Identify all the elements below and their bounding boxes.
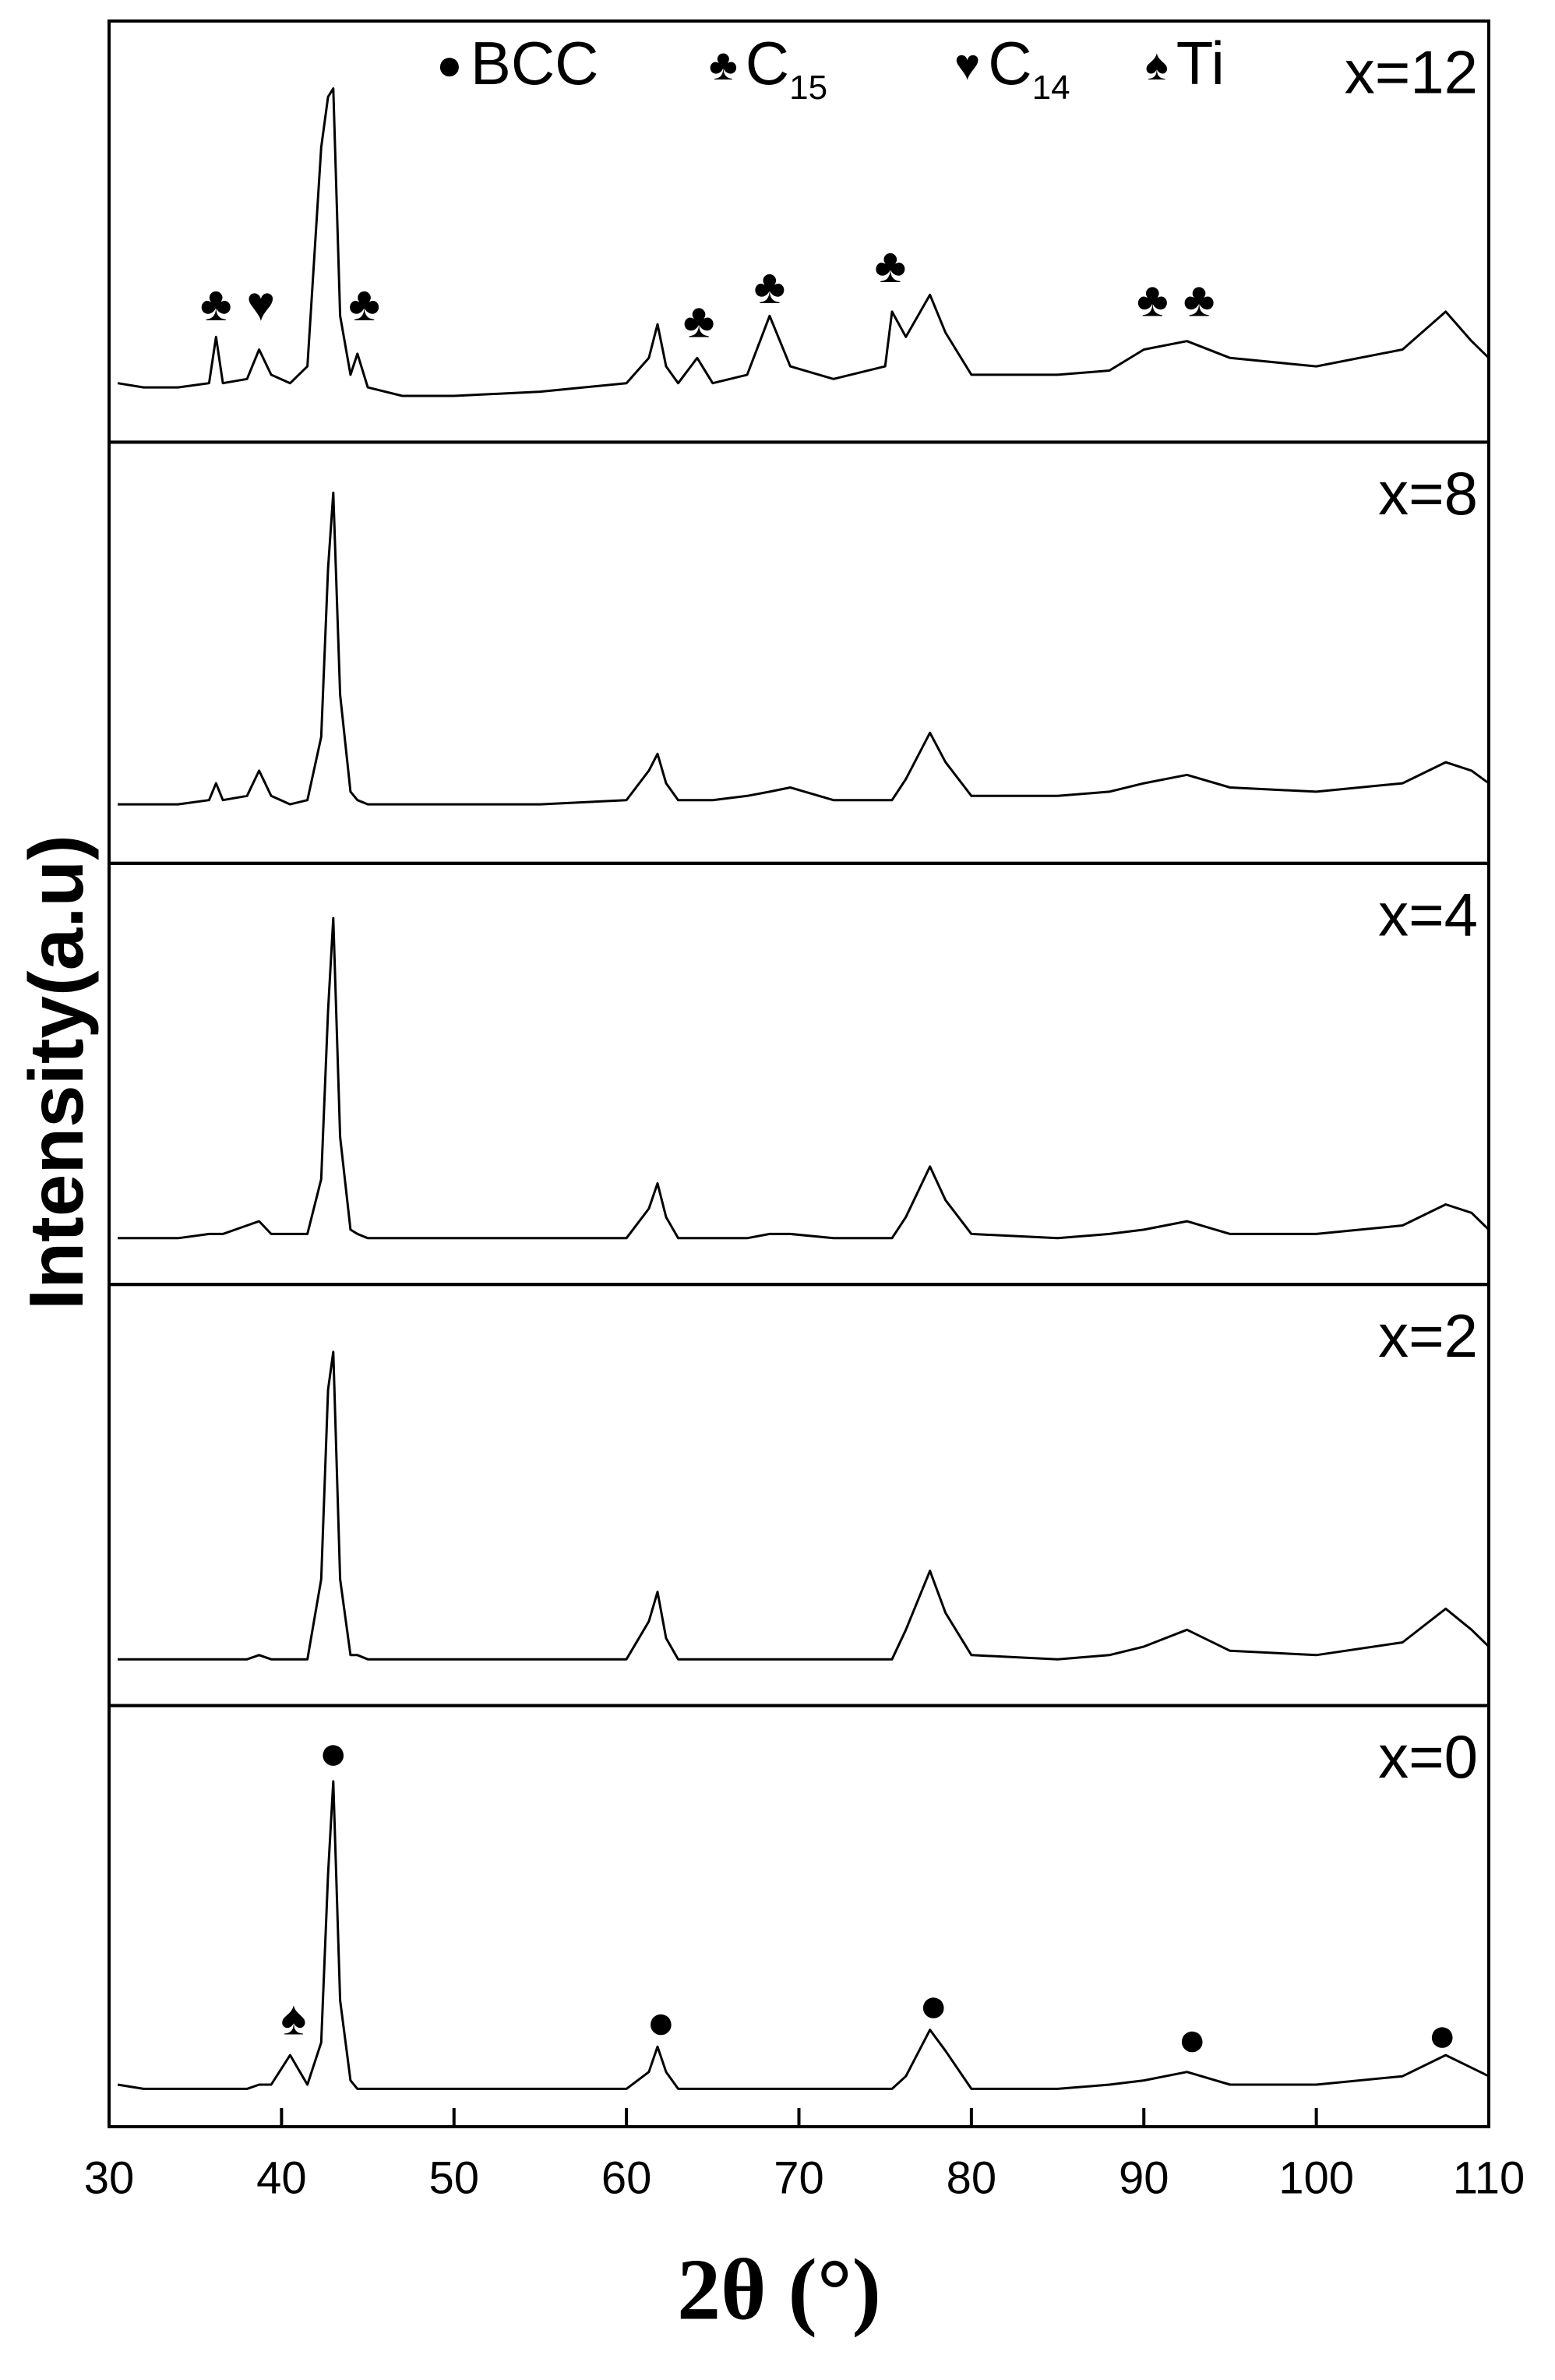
x-tick-label: 100 bbox=[1278, 2152, 1354, 2203]
panel-label: x=12 bbox=[1345, 38, 1478, 107]
legend-label: Ti bbox=[1176, 29, 1225, 97]
peak-marker: ♣ bbox=[200, 277, 232, 331]
x-tick-label: 80 bbox=[947, 2152, 997, 2203]
x-tick-label: 70 bbox=[774, 2152, 824, 2203]
panel-frame bbox=[108, 1283, 1490, 1707]
x-axis-label: 2θ (°) bbox=[677, 2242, 881, 2339]
legend-symbol: ♣ bbox=[709, 40, 738, 89]
panel-label: x=2 bbox=[1378, 1301, 1478, 1370]
panel-label: x=8 bbox=[1378, 459, 1478, 528]
peak-marker: ♣ bbox=[348, 277, 380, 331]
legend: ● BCC ♣ C15 ♥ C14 ♠ Ti bbox=[436, 29, 1225, 107]
peak-marker: ♣ bbox=[754, 260, 786, 314]
peak-marker: ♣ bbox=[874, 239, 906, 293]
peak-marker: ● bbox=[647, 1996, 675, 2050]
panel-label: x=0 bbox=[1378, 1722, 1478, 1791]
legend-symbol: ♠ bbox=[1145, 40, 1169, 89]
legend-entry: ♠ Ti bbox=[1145, 29, 1225, 97]
legend-symbol: ● bbox=[436, 40, 463, 89]
peak-marker: ● bbox=[1178, 2012, 1207, 2066]
legend-entry: ● BCC bbox=[436, 29, 599, 97]
x-tick-label: 60 bbox=[601, 2152, 652, 2203]
x-tick-label: 40 bbox=[256, 2152, 307, 2203]
legend-label: C bbox=[988, 29, 1031, 97]
peak-marker: ♠ bbox=[280, 1991, 306, 2045]
xrd-line bbox=[117, 87, 1490, 397]
xrd-line bbox=[118, 916, 1490, 1240]
legend-label: BCC bbox=[471, 29, 599, 97]
y-axis-label: Intensity(a.u) bbox=[13, 835, 99, 1310]
x-tick-label: 90 bbox=[1119, 2152, 1169, 2203]
panel-frame bbox=[108, 861, 1490, 1287]
x-tick-label: 110 bbox=[1453, 2152, 1525, 2203]
panel-label: x=4 bbox=[1378, 880, 1478, 948]
legend-symbol: ♥ bbox=[954, 40, 980, 89]
peak-marker: ♣ bbox=[683, 294, 715, 348]
peak-marker: ♣ bbox=[1183, 273, 1215, 327]
x-tick-label: 50 bbox=[428, 2152, 479, 2203]
peak-marker: ♣ bbox=[1137, 273, 1169, 327]
legend-entry: ♥ C14 bbox=[954, 29, 1070, 107]
peak-marker: ● bbox=[319, 1726, 347, 1780]
panel-frame bbox=[108, 1704, 1490, 2129]
xrd-line bbox=[118, 491, 1490, 806]
panel-frame bbox=[108, 440, 1490, 865]
legend-subscript: 14 bbox=[1032, 69, 1070, 107]
x-tick-label: 30 bbox=[84, 2152, 135, 2203]
peak-marker: ● bbox=[1428, 2008, 1457, 2062]
peak-marker: ♥ bbox=[246, 277, 275, 331]
legend-subscript: 15 bbox=[789, 69, 827, 107]
peak-marker: ● bbox=[919, 1979, 947, 2032]
legend-label: C bbox=[746, 29, 789, 97]
xrd-line bbox=[118, 1351, 1490, 1661]
legend-entry: ♣ C15 bbox=[709, 29, 827, 107]
xrd-line bbox=[117, 1780, 1490, 2090]
